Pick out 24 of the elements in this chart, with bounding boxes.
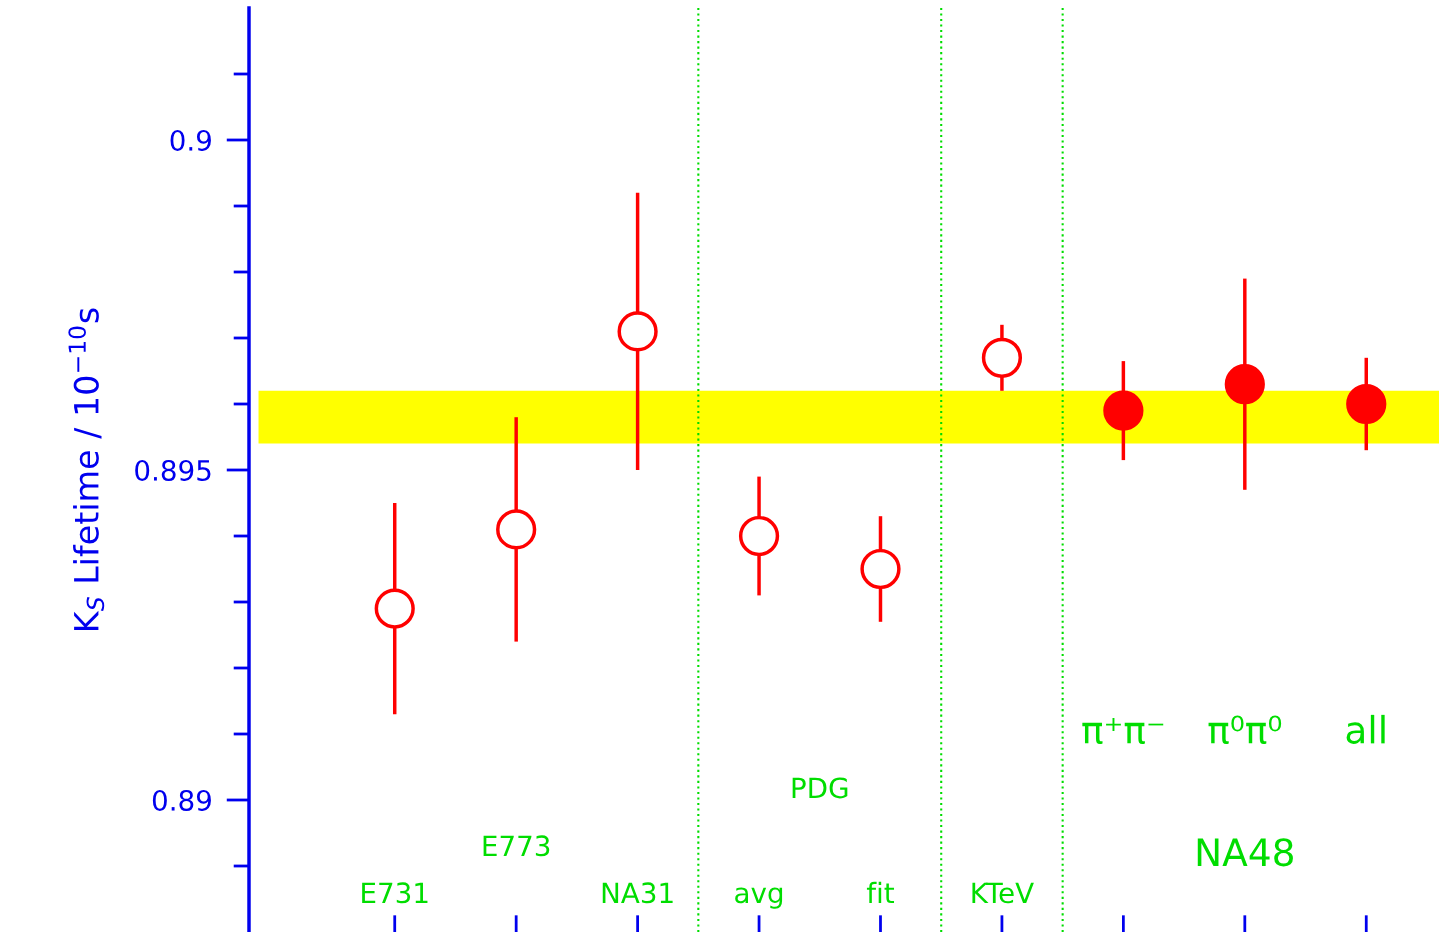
x-tick-label: KTeV (972, 882, 1034, 904)
point (374, 588, 415, 629)
point (981, 337, 1023, 378)
point (1224, 364, 1265, 405)
x-tick-label: fit (866, 881, 895, 903)
x-tick-label: all (1346, 714, 1385, 744)
x-tick-label: NA31 (602, 882, 673, 904)
y-axis-title: K$_{S}$ Lifetime / 10$^{−10}$s (68, 308, 105, 631)
point (1346, 383, 1387, 425)
y-tick-label: 0.895 (135, 459, 211, 481)
annotation: NA48 (1197, 838, 1293, 867)
x-tick-label: π⁺π⁻ (1082, 717, 1164, 745)
annotation: PDG (792, 777, 848, 799)
point (738, 515, 780, 557)
x-tick-label: E731 (362, 882, 428, 904)
y-tick-label: 0.89 (152, 789, 211, 811)
x-tick-label: avg (735, 887, 783, 909)
x-tick-label: π⁰π⁰ (1208, 715, 1282, 745)
point (1103, 390, 1144, 431)
point (496, 509, 537, 550)
x-tick-label: E773 (483, 835, 550, 857)
y-tick-label: 0.9 (170, 129, 211, 151)
point (617, 311, 658, 352)
point (860, 548, 901, 590)
